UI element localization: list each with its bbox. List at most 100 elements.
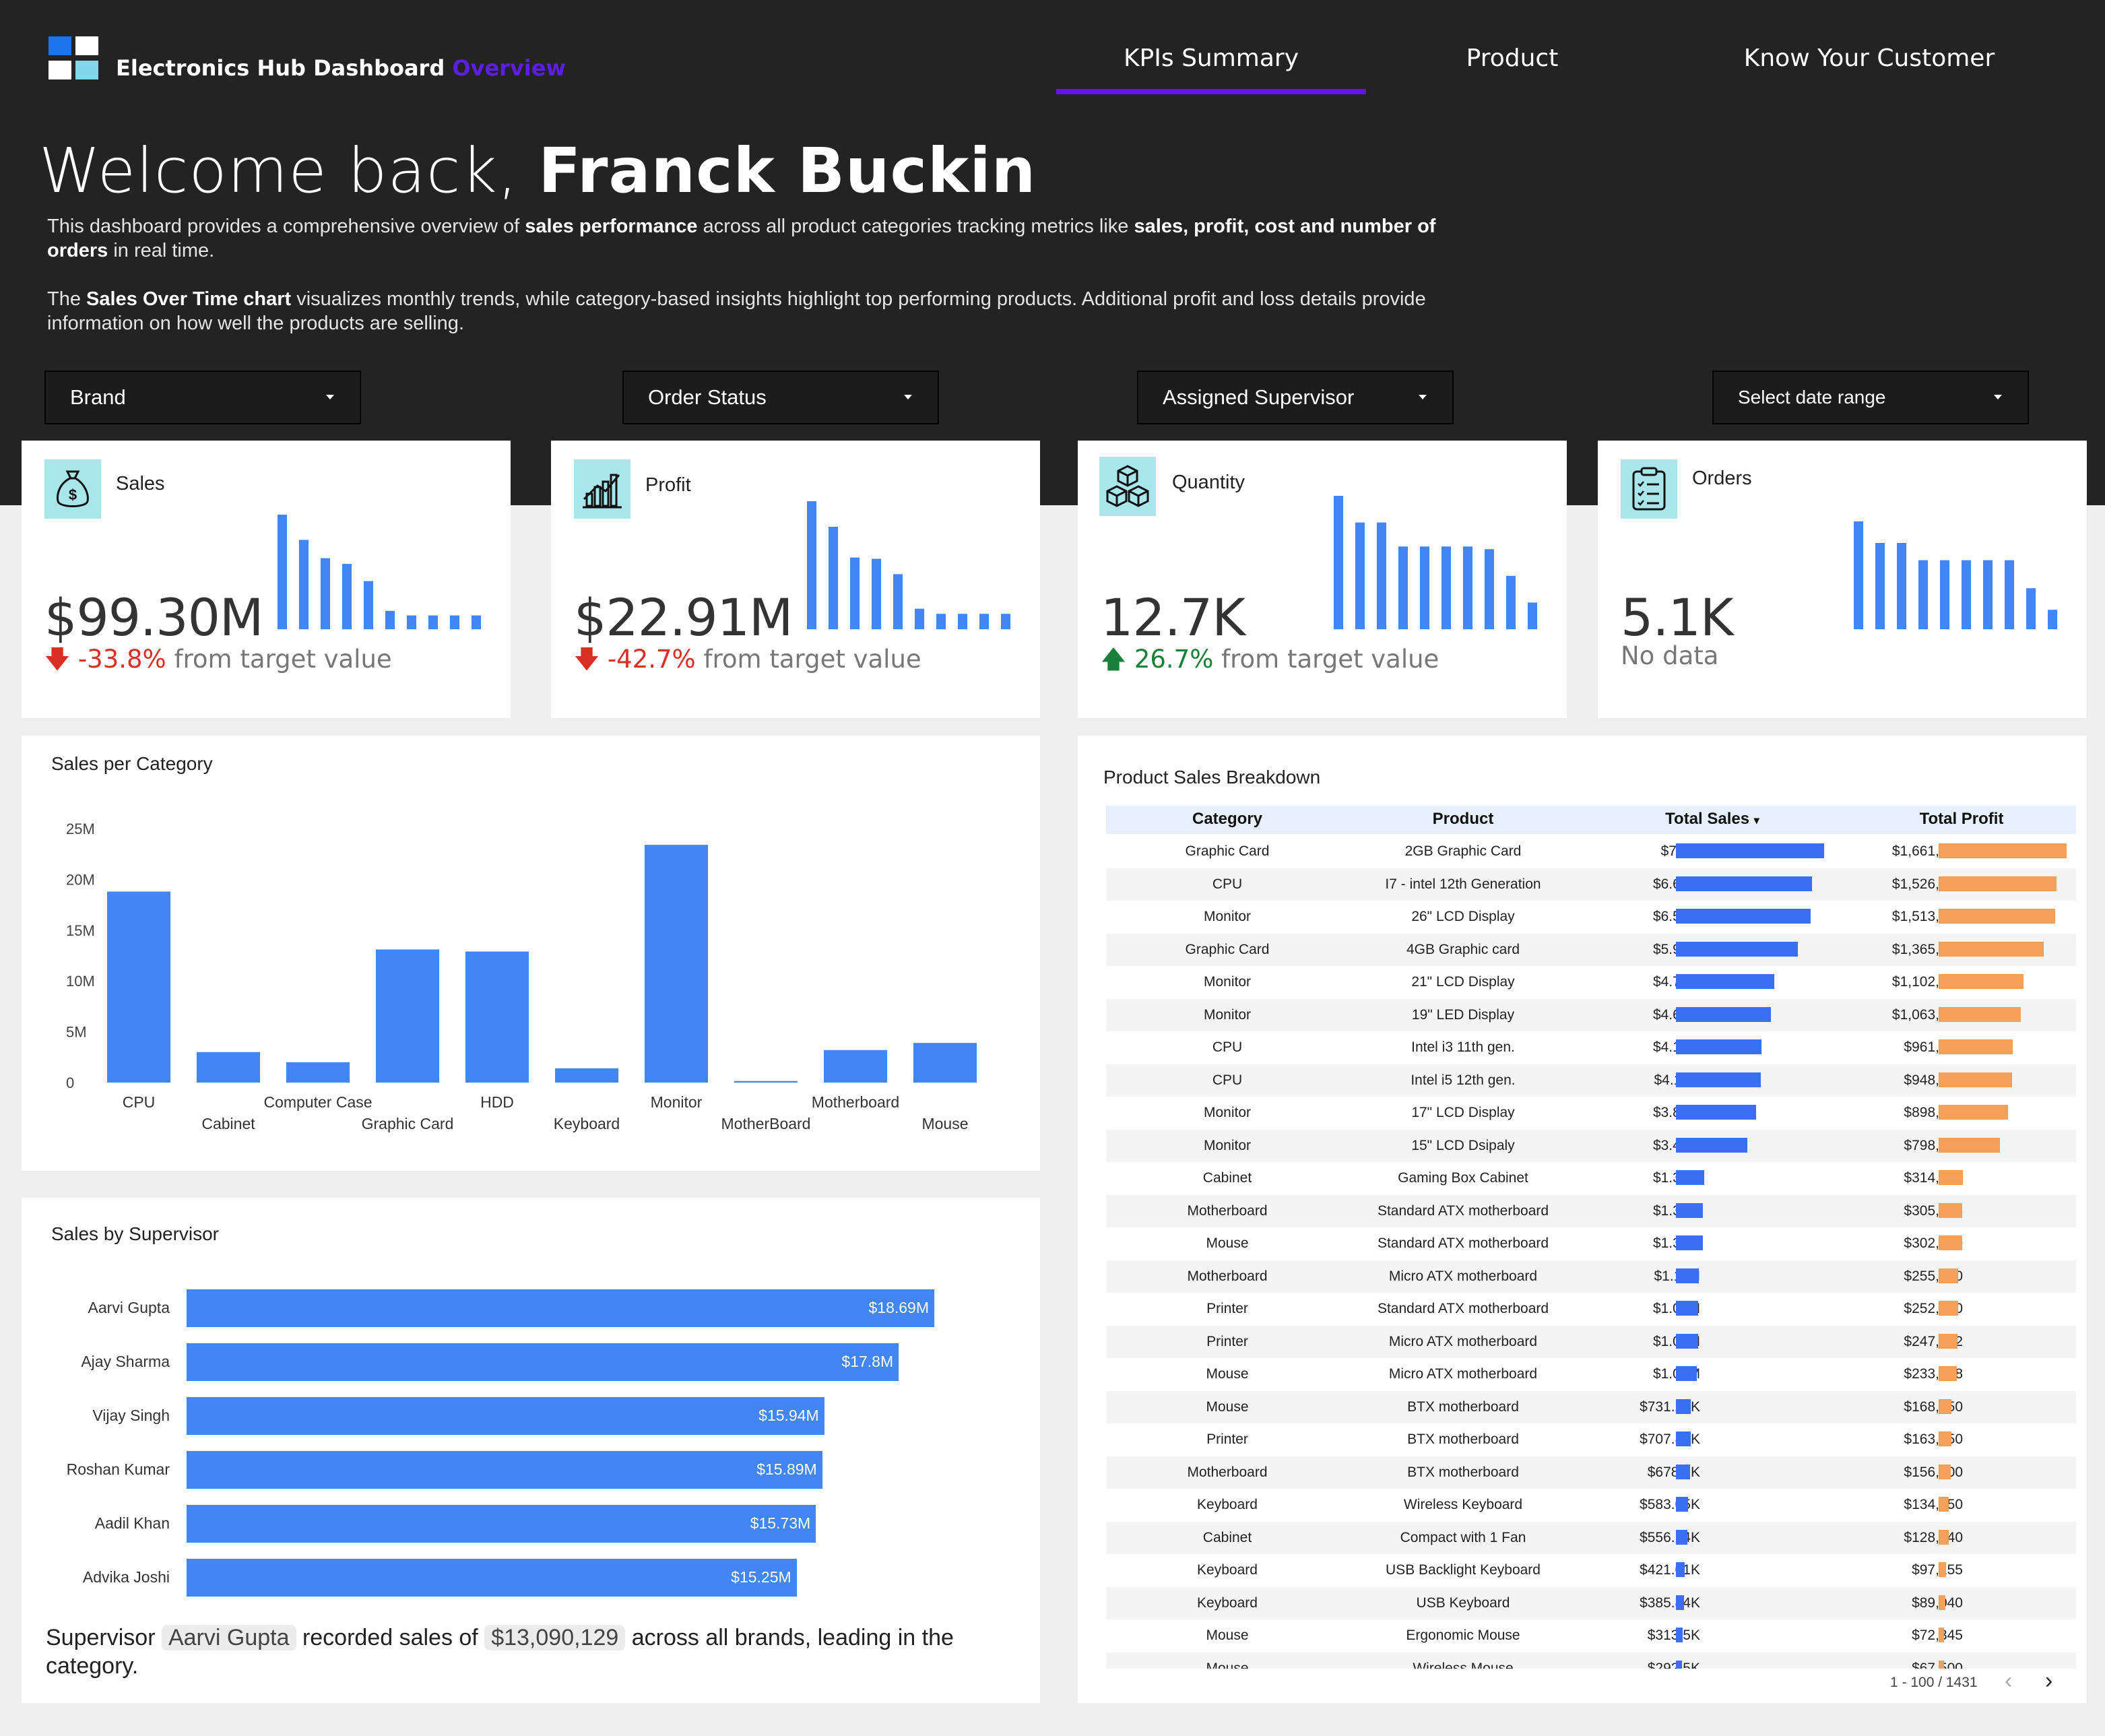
supervisor-value-label: $15.73M	[750, 1514, 811, 1532]
column-header-product[interactable]: Product	[1432, 810, 1494, 828]
tab-know-your-customer[interactable]: Know Your Customer	[1743, 44, 1995, 72]
cell-product: Compact with 1 Fan	[1400, 1529, 1526, 1545]
tab-kpis-summary[interactable]: KPIs Summary	[1056, 40, 1366, 94]
supervisor-value-label: $15.89M	[756, 1460, 817, 1478]
supervisor-bar	[187, 1397, 824, 1435]
sparkline-bar	[1918, 560, 1928, 629]
cell-category: Mouse	[1206, 1366, 1249, 1382]
sparkline-bar	[1377, 522, 1386, 629]
cell-category: Motherboard	[1187, 1464, 1268, 1480]
cell-product: Wireless Mouse	[1413, 1660, 1514, 1669]
profit-bar	[1939, 1137, 2001, 1153]
kpi-card-profit: Profit $22.91M 🡇 -42.7% from target valu…	[551, 441, 1040, 718]
profit-bar	[1939, 1595, 1946, 1610]
sparkline-bar	[472, 615, 481, 629]
cell-product: Micro ATX motherboard	[1388, 1366, 1538, 1382]
sparkline-bar	[958, 614, 967, 629]
sort-desc-icon: ▾	[1753, 815, 1759, 827]
profit-bar	[1939, 1105, 2008, 1120]
cell-category: Keyboard	[1197, 1595, 1258, 1611]
cell-category: Cabinet	[1202, 1170, 1252, 1186]
supervisor-value-label: $17.8M	[841, 1353, 894, 1370]
table-row[interactable]: Keyboard USB Backlight Keyboard $421.01K $9…	[1106, 1554, 2076, 1586]
table-row[interactable]: Mouse Ergonomic Mouse $313.5K $72,345	[1106, 1619, 2076, 1652]
category-bar	[913, 1043, 977, 1083]
sparkline-bar	[385, 610, 395, 629]
table-row[interactable]: Keyboard USB Keyboard $385.84K $89,040	[1106, 1586, 2076, 1619]
brand-filter[interactable]: Brand	[44, 371, 361, 424]
sparkline-bar	[321, 558, 330, 629]
prev-page-icon[interactable]: ‹	[2005, 1668, 2013, 1694]
cell-product: Intel i3 11th gen.	[1411, 1039, 1515, 1055]
supervisor-value-label: $15.25M	[731, 1568, 791, 1586]
x-tick-label: Mouse	[921, 1115, 968, 1132]
sparkline-bar	[1442, 546, 1451, 629]
supervisor-chip: Aarvi Gupta	[161, 1625, 296, 1650]
cell-total-sales: $292.5K	[1647, 1660, 1700, 1669]
sparkline-bar	[1420, 546, 1429, 629]
sparkline-bar	[1962, 560, 1971, 629]
table-row[interactable]: Mouse BTX motherboard $731.25K $168,750	[1106, 1390, 2076, 1423]
kpi-label: Profit	[645, 474, 691, 496]
cell-product: 21" LCD Display	[1411, 974, 1515, 990]
table-row[interactable]: Printer BTX motherboard $707.85K $163,350	[1106, 1423, 2076, 1456]
amount-chip: $13,090,129	[484, 1625, 626, 1650]
money-bag-icon: $	[44, 459, 101, 519]
boxes-icon	[1099, 457, 1156, 516]
column-header-category[interactable]: Category	[1192, 810, 1263, 828]
sparkline-bar	[342, 564, 352, 629]
sales-bar	[1676, 1072, 1761, 1087]
x-tick-label: Monitor	[651, 1093, 703, 1111]
column-header-total-profit[interactable]: Total Profit	[1919, 810, 2004, 828]
kpi-delta: 🡅 26.7% from target value	[1101, 645, 1439, 674]
kpi-value: $22.91M	[574, 587, 793, 647]
cell-product: USB Backlight Keyboard	[1386, 1562, 1541, 1578]
cell-category: Mouse	[1206, 1399, 1249, 1415]
table-row[interactable]: Cabinet Compact with 1 Fan $556.14K $128,34…	[1106, 1521, 2076, 1554]
cell-category: Keyboard	[1197, 1497, 1258, 1512]
kpi-value: 12.7K	[1101, 587, 1245, 647]
kpi-delta: 🡇 -33.8% from target value	[44, 645, 392, 674]
supervisor-label: Aarvi Gupta	[88, 1299, 170, 1316]
cell-total-profit: $67,500	[1912, 1660, 1963, 1669]
table-row[interactable]: Mouse Wireless Mouse $292.5K $67,500	[1106, 1652, 2076, 1669]
sparkline-bar	[1528, 602, 1537, 629]
cell-category: Monitor	[1203, 974, 1252, 990]
table-row[interactable]: Keyboard Wireless Keyboard $583.05K $134,55…	[1106, 1489, 2076, 1521]
tab-product[interactable]: Product	[1466, 44, 1559, 72]
supervisor-filter[interactable]: Assigned Supervisor	[1137, 371, 1454, 424]
next-page-icon[interactable]: ›	[2045, 1668, 2053, 1694]
table-row[interactable]: Motherboard BTX motherboard $678.6K $156,60…	[1106, 1456, 2076, 1489]
sparkline-bar	[1854, 521, 1863, 629]
profit-bar	[1939, 1464, 1951, 1479]
cell-total-profit: $97,155	[1912, 1562, 1963, 1578]
category-bar	[465, 951, 529, 1083]
order-status-filter[interactable]: Order Status	[622, 371, 939, 424]
date-range-picker[interactable]: Select date range	[1712, 371, 2029, 424]
cell-product: Intel i5 12th gen.	[1411, 1072, 1516, 1088]
supervisor-bar	[187, 1451, 822, 1489]
column-header-total-sales[interactable]: Total Sales ▾	[1665, 810, 1759, 828]
arrow-down-icon: 🡇	[574, 645, 608, 674]
sales-sparkline	[278, 515, 481, 629]
sparkline-bar	[1875, 543, 1885, 629]
profit-bar	[1939, 941, 2044, 957]
y-tick-label: 15M	[66, 922, 95, 939]
